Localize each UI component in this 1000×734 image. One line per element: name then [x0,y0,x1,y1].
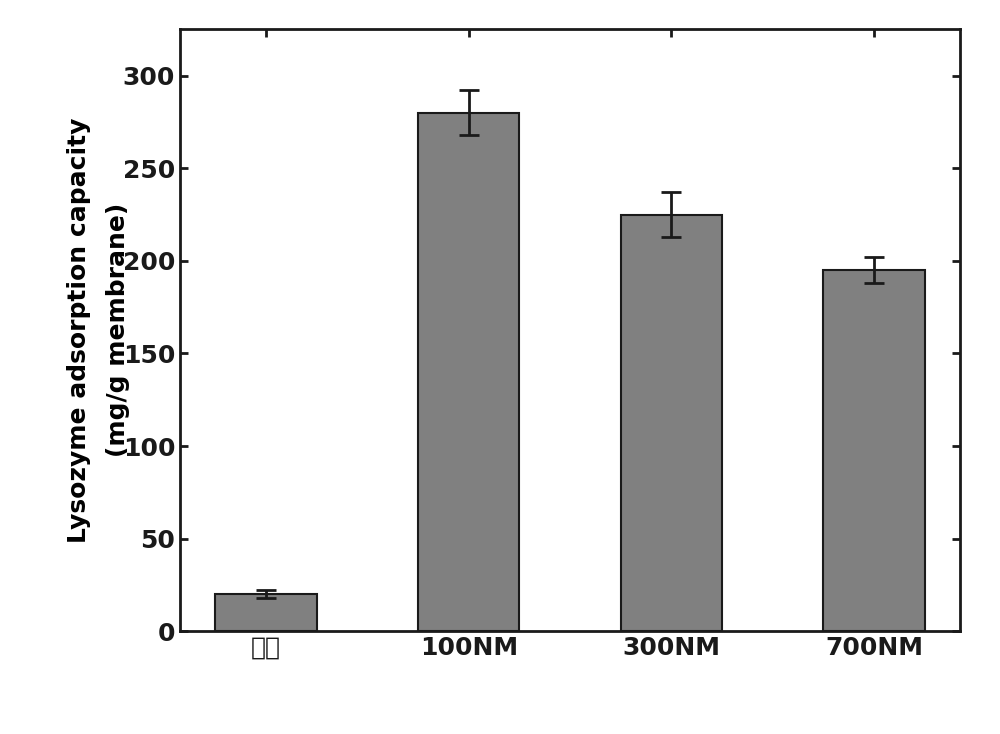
Bar [823,270,925,631]
Text: Lysozyme adsorption capacity: Lysozyme adsorption capacity [67,117,91,543]
Bar [215,595,317,631]
Bar [418,113,519,631]
Bar [621,214,722,631]
Text: (mg/g membrane): (mg/g membrane) [106,203,130,457]
